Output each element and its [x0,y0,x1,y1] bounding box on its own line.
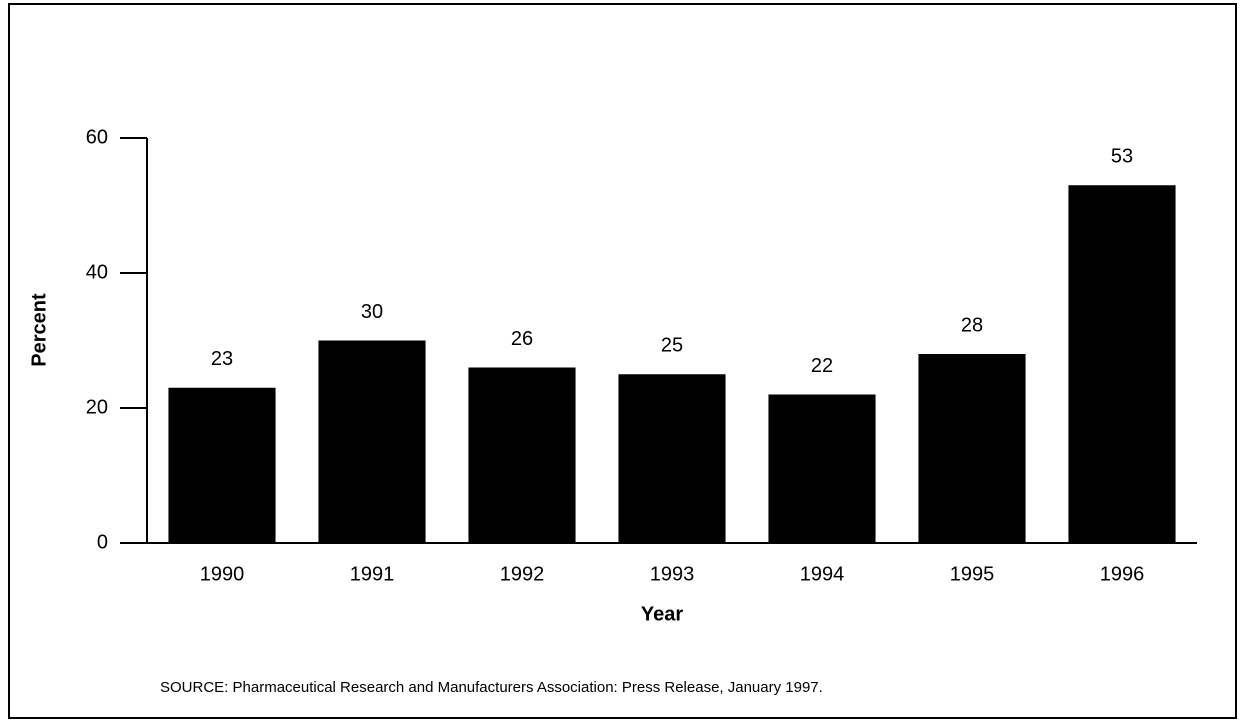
source-note: SOURCE: Pharmaceutical Research and Manu… [160,679,823,696]
y-tick-label: 0 [97,531,108,553]
x-axis-label: Year [641,603,683,625]
value-label: 28 [961,314,983,336]
bar [168,387,276,543]
x-tick-label: 1993 [650,563,695,585]
x-tick-label: 1995 [950,563,995,585]
bar [1068,185,1176,543]
bar [768,394,876,543]
x-tick-label: 1994 [800,563,845,585]
bar [918,354,1026,543]
value-label: 53 [1111,146,1133,168]
bar [468,367,576,543]
y-tick-label: 60 [86,126,108,148]
value-label: 30 [361,301,383,323]
y-tick-label: 20 [86,396,108,418]
value-label: 22 [811,355,833,377]
y-axis-label: Percent [28,293,50,367]
bar [318,340,426,543]
x-tick-label: 1990 [200,563,245,585]
x-tick-label: 1991 [350,563,395,585]
bar [618,374,726,543]
value-label: 25 [661,335,683,357]
value-label: 26 [511,328,533,350]
frame [8,3,1237,719]
value-label: 23 [211,348,233,370]
x-tick-label: 1992 [500,563,545,585]
y-tick-label: 40 [86,261,108,283]
x-tick-label: 1996 [1100,563,1145,585]
